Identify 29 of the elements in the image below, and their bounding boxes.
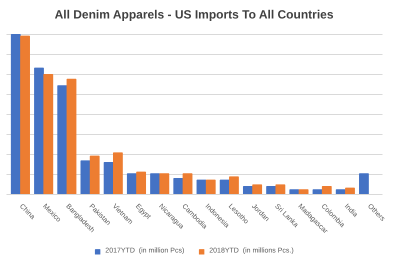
bar — [90, 156, 100, 194]
bar — [196, 180, 206, 194]
bar — [66, 78, 76, 194]
bar — [359, 173, 369, 194]
bar — [80, 160, 90, 194]
bar — [104, 162, 114, 194]
bar — [34, 68, 44, 194]
bar — [57, 85, 68, 194]
bar — [275, 184, 286, 194]
bar — [229, 176, 239, 194]
chart-title: All Denim Apparels - US Imports To All Countries — [54, 8, 334, 22]
bar — [242, 186, 253, 194]
bar — [312, 189, 322, 194]
bar — [136, 172, 146, 194]
bar — [20, 36, 30, 194]
bar — [10, 34, 21, 194]
bar — [220, 180, 230, 194]
bar — [322, 186, 332, 194]
bar — [182, 173, 192, 194]
bar — [150, 173, 160, 194]
bar — [345, 188, 355, 194]
bar — [252, 184, 262, 194]
bar — [206, 180, 216, 194]
bar — [159, 173, 170, 194]
bar — [126, 173, 137, 194]
bar — [266, 186, 276, 194]
bar — [113, 152, 123, 194]
bar — [298, 189, 308, 194]
bar — [43, 74, 54, 194]
